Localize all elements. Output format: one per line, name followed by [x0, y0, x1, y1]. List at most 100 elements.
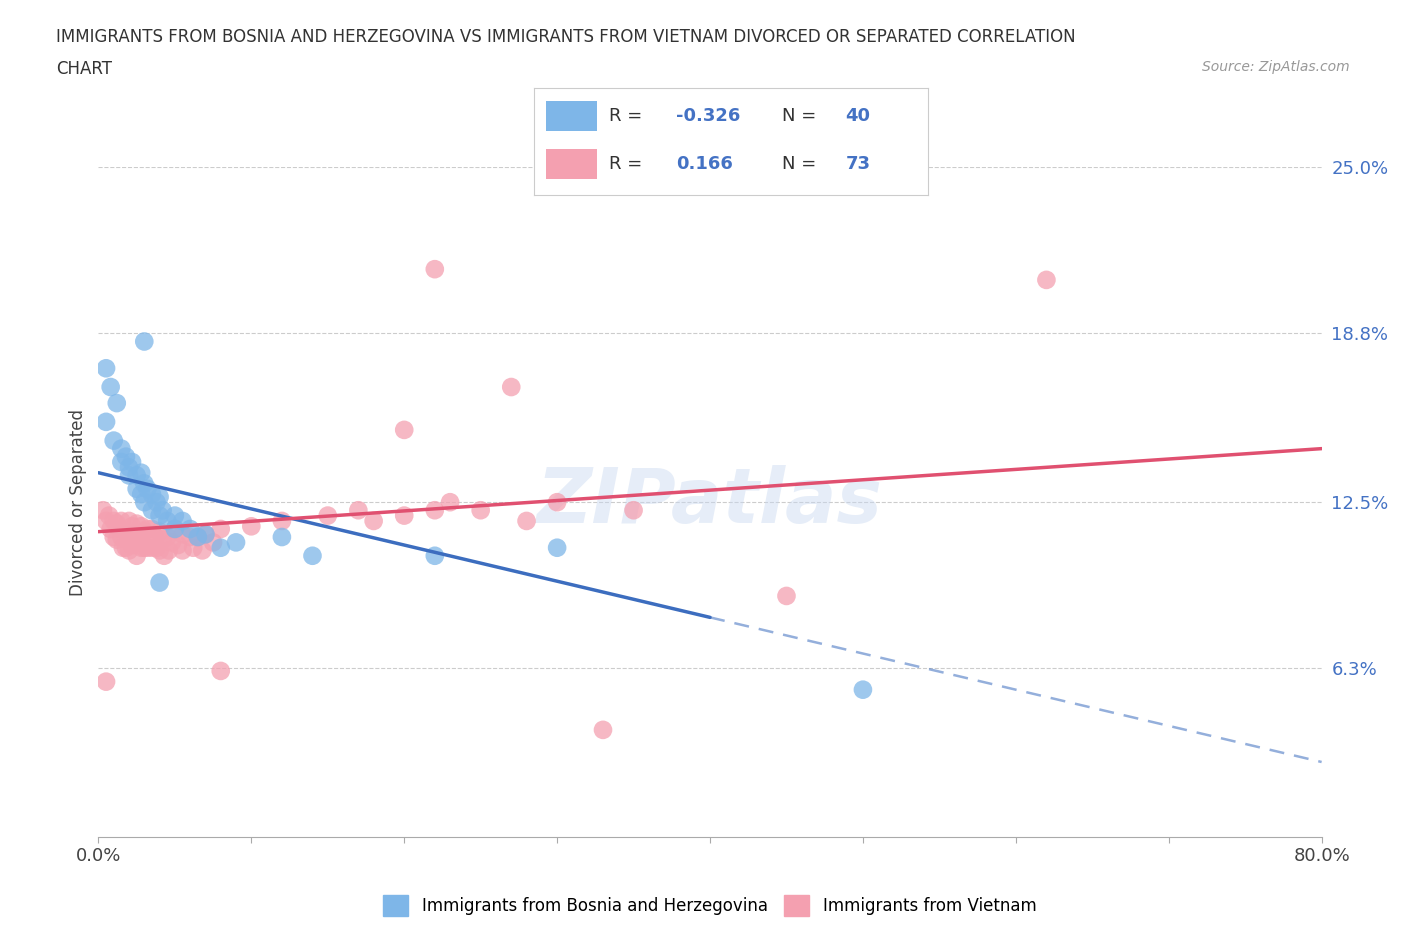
Text: N =: N = [782, 155, 823, 173]
Point [149, 508, 172, 523]
Point [163, 522, 186, 537]
Point [240, 519, 263, 534]
Point [194, 527, 217, 542]
Point [103, 433, 125, 448]
Point [209, 663, 232, 678]
Point [516, 513, 538, 528]
Point [209, 540, 232, 555]
Point [136, 522, 159, 537]
Text: 40: 40 [845, 107, 870, 126]
Point [163, 508, 186, 523]
Point [623, 503, 645, 518]
Point [125, 516, 148, 531]
Point [141, 486, 163, 501]
Point [152, 532, 174, 547]
Point [225, 535, 247, 550]
Point [125, 535, 148, 550]
Text: CHART: CHART [56, 60, 112, 78]
Point [134, 476, 156, 491]
Text: ZIPatlas: ZIPatlas [537, 465, 883, 539]
Point [128, 529, 150, 544]
Point [100, 379, 122, 394]
Point [423, 261, 446, 276]
Text: 73: 73 [845, 155, 870, 173]
Point [145, 495, 167, 510]
Point [202, 535, 225, 550]
Point [145, 540, 167, 555]
Point [118, 543, 141, 558]
Point [149, 489, 172, 504]
Point [423, 549, 446, 564]
Point [172, 527, 194, 542]
Point [115, 525, 138, 539]
Point [98, 508, 121, 523]
Point [121, 538, 143, 552]
Point [125, 468, 148, 483]
Point [110, 529, 132, 544]
Point [470, 503, 492, 518]
Point [118, 527, 141, 542]
Point [363, 513, 385, 528]
Point [103, 529, 125, 544]
Point [156, 529, 179, 544]
Point [160, 535, 183, 550]
Point [94, 674, 117, 689]
Point [110, 455, 132, 470]
Point [94, 361, 117, 376]
Point [301, 549, 323, 564]
Point [172, 543, 194, 558]
Point [115, 540, 138, 555]
Point [149, 525, 172, 539]
Point [141, 540, 163, 555]
Point [152, 503, 174, 518]
Point [124, 527, 146, 542]
Point [439, 495, 461, 510]
Text: R =: R = [609, 155, 648, 173]
Point [134, 525, 156, 539]
Point [775, 589, 797, 604]
Point [125, 482, 148, 497]
Point [392, 508, 416, 523]
Bar [546, 150, 598, 179]
Point [270, 529, 292, 544]
Point [167, 538, 190, 552]
Point [149, 543, 172, 558]
Point [111, 540, 134, 555]
Bar [546, 101, 598, 131]
Point [194, 527, 217, 542]
Point [149, 575, 172, 590]
Point [115, 449, 138, 464]
Y-axis label: Divorced or Separated: Divorced or Separated [69, 408, 87, 596]
Point [121, 519, 143, 534]
Point [129, 519, 152, 534]
Point [139, 532, 162, 547]
Text: IMMIGRANTS FROM BOSNIA AND HERZEGOVINA VS IMMIGRANTS FROM VIETNAM DIVORCED OR SE: IMMIGRANTS FROM BOSNIA AND HERZEGOVINA V… [56, 28, 1076, 46]
Text: N =: N = [782, 107, 823, 126]
Point [134, 495, 156, 510]
Point [592, 723, 614, 737]
Point [179, 522, 201, 537]
Text: R =: R = [609, 107, 648, 126]
Point [136, 482, 159, 497]
Point [118, 513, 141, 528]
Point [209, 522, 232, 537]
Point [125, 549, 148, 564]
Text: 0.166: 0.166 [676, 155, 733, 173]
Point [187, 529, 209, 544]
Point [179, 529, 201, 544]
Point [141, 522, 163, 537]
Point [134, 540, 156, 555]
Point [501, 379, 523, 394]
Point [270, 513, 292, 528]
Text: -0.326: -0.326 [676, 107, 741, 126]
Point [1035, 272, 1057, 287]
Point [121, 455, 143, 470]
Point [94, 415, 117, 430]
Point [392, 422, 416, 437]
Point [129, 540, 152, 555]
Point [156, 513, 179, 528]
Legend: Immigrants from Bosnia and Herzegovina, Immigrants from Vietnam: Immigrants from Bosnia and Herzegovina, … [377, 889, 1043, 923]
Point [141, 503, 163, 518]
Point [108, 522, 131, 537]
Point [347, 503, 370, 518]
